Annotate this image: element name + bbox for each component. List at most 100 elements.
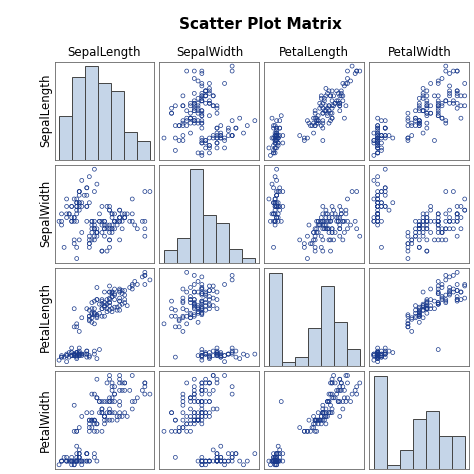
Point [78, 350, 86, 358]
Point [331, 228, 339, 236]
Point [232, 124, 240, 132]
Point [274, 218, 282, 225]
Point [374, 352, 382, 359]
Point [198, 297, 206, 305]
Point [202, 409, 210, 417]
Point [206, 287, 213, 294]
Point [461, 102, 468, 109]
Point [423, 305, 431, 312]
Point [63, 195, 71, 203]
Point [416, 312, 423, 320]
Point [453, 296, 461, 303]
Point [313, 228, 320, 236]
Point [341, 387, 348, 394]
Point [191, 117, 198, 125]
Point [325, 225, 333, 233]
Point [442, 296, 449, 303]
Point [442, 297, 449, 305]
Point [274, 188, 282, 195]
Point [111, 285, 118, 293]
Point [267, 152, 274, 159]
Point [175, 323, 183, 331]
Point [113, 306, 121, 314]
Point [416, 117, 423, 125]
Point [438, 102, 446, 109]
Point [310, 420, 318, 428]
Point [175, 122, 183, 129]
Point [319, 236, 327, 244]
Point [339, 80, 346, 87]
Point [198, 398, 206, 405]
Point [187, 299, 194, 306]
Point [131, 278, 138, 285]
Point [270, 210, 277, 218]
Point [423, 305, 431, 312]
Point [276, 117, 283, 125]
Point [100, 299, 108, 306]
Point [374, 114, 382, 122]
Point [374, 142, 382, 149]
Point [374, 350, 382, 358]
Point [100, 413, 108, 420]
Point [88, 221, 96, 229]
Point [198, 398, 206, 405]
Point [419, 218, 427, 225]
Point [416, 100, 423, 107]
Point [279, 457, 287, 465]
Point [75, 350, 83, 358]
Point [374, 149, 382, 157]
Point [232, 353, 240, 361]
Point [374, 352, 382, 359]
Point [213, 347, 221, 355]
Point [404, 247, 412, 255]
Point [339, 97, 346, 105]
Point [172, 416, 179, 424]
Point [206, 379, 213, 387]
Point [331, 379, 339, 387]
Point [449, 100, 457, 107]
Point [374, 132, 382, 139]
Point [277, 112, 285, 119]
Point [55, 356, 63, 364]
Point [330, 394, 337, 401]
Point [271, 129, 279, 137]
Point [336, 232, 344, 240]
Point [319, 401, 327, 409]
Point [206, 457, 213, 465]
Point [194, 416, 202, 424]
Point [108, 416, 116, 424]
Point [210, 457, 217, 465]
Point [378, 146, 385, 154]
Point [328, 228, 336, 236]
Point [457, 114, 465, 122]
Point [320, 97, 328, 105]
Point [58, 457, 65, 465]
Point [319, 247, 327, 255]
Point [75, 352, 83, 359]
Point [206, 413, 213, 420]
Point [370, 177, 378, 184]
Point [333, 218, 340, 225]
Point [194, 102, 202, 109]
Point [65, 210, 73, 218]
Point [58, 218, 65, 225]
Point [88, 319, 96, 326]
Point [198, 416, 206, 424]
Point [416, 119, 423, 127]
Point [311, 428, 319, 435]
Point [311, 236, 319, 244]
Point [453, 100, 461, 107]
Point [271, 461, 279, 469]
Point [191, 387, 198, 394]
Point [319, 409, 327, 417]
Point [273, 457, 281, 465]
Point [311, 114, 319, 122]
Point [187, 310, 194, 317]
Point [423, 102, 431, 109]
Point [225, 457, 232, 465]
Point [73, 457, 81, 465]
Point [198, 457, 206, 465]
Point [274, 139, 282, 147]
Point [419, 302, 427, 310]
Point [442, 97, 449, 105]
